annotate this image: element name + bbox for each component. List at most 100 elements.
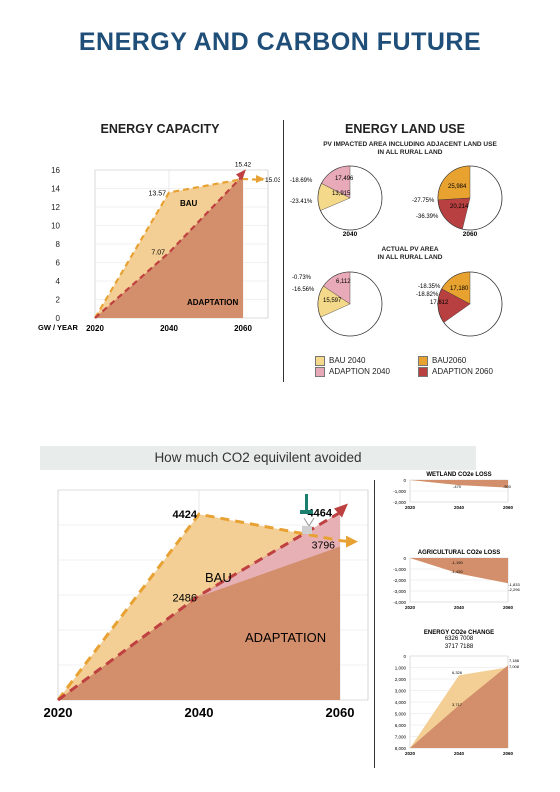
data-label: 15.03	[265, 177, 280, 184]
y-axis-label: GW / YEAR	[38, 323, 78, 332]
data-label: 7.07	[151, 250, 165, 257]
data-label: 4464	[308, 508, 333, 520]
page-title: ENERGY AND CARBON FUTURE	[78, 28, 482, 56]
data-label: 7,188	[509, 658, 520, 663]
y-tick-label: -4,000	[393, 600, 406, 605]
pie-slice	[437, 165, 471, 201]
y-tick-label: 2,000	[395, 677, 407, 682]
y-tick-label: 6	[56, 259, 61, 268]
y-tick-label: 2	[56, 296, 61, 305]
plant-icon-part	[300, 510, 313, 514]
x-tick-label: 2060	[503, 751, 514, 756]
x-tick-label: 2040	[160, 324, 178, 333]
pie-data-label: -18.82%	[416, 292, 439, 298]
y-tick-label: 3,000	[395, 689, 407, 694]
series-label: ADAPTATION	[187, 298, 238, 307]
pie-slice	[317, 285, 351, 318]
pv-actual-subtitle: ACTUAL PV AREA IN ALL RURAL LAND	[377, 246, 443, 261]
bau-arrowhead	[256, 174, 265, 183]
small-chart-title: AGRICULTURAL CO2e LOSS	[418, 550, 500, 556]
y-tick-label: 4	[56, 277, 61, 286]
land-use-pies: 17,496 13,915 -18.69% -23.41% 25,984 20,214 -2…	[290, 165, 503, 337]
section-divider	[374, 480, 375, 768]
pie-legend: BAU2060 ADAPTION 2060	[418, 355, 493, 377]
x-tick-label: 2020	[405, 605, 416, 610]
small-chart-subtitle: 6326 7008	[445, 636, 474, 642]
y-tick-label: 12	[51, 203, 60, 212]
data-label: -1,190	[451, 560, 463, 565]
legend-item: BAU 2040	[315, 355, 390, 366]
y-tick-label: 8	[56, 240, 61, 249]
data-label: 6,326	[452, 670, 463, 675]
pie-legend: BAU 2040 ADAPTION 2040	[315, 355, 390, 377]
data-label: 13.57	[148, 190, 166, 197]
energy-capacity-chart: 0 2 4 6 8 10 12 14 16 13.57 7.07 15.42 15.03 BAU ADAPT…	[38, 161, 280, 333]
adaptation-arrowhead	[236, 169, 246, 181]
energy-capacity-heading: ENERGY CAPACITY	[100, 122, 220, 136]
pie-year-label: 2060	[463, 231, 478, 238]
x-tick-label: 2020	[86, 324, 104, 333]
small-chart-title: ENERGY CO2e CHANGE	[424, 630, 494, 636]
y-tick-label: 0	[403, 556, 406, 561]
adaptation-area	[410, 558, 508, 584]
x-tick-label: 2020	[405, 505, 416, 510]
y-tick-label: 8,000	[395, 746, 407, 751]
adaptation-area	[95, 175, 243, 318]
legend-swatch	[418, 355, 428, 366]
x-tick-label: 2020	[44, 705, 73, 720]
bau-line	[56, 512, 351, 701]
x-tick-label: 2060	[503, 605, 514, 610]
legend-label: BAU2060	[432, 356, 467, 365]
series-label: ADAPTATION	[245, 630, 326, 645]
data-label: 4424	[173, 509, 198, 521]
x-tick-label: 2060	[503, 505, 514, 510]
pie-data-label: -0.73%	[292, 275, 312, 281]
legend-swatch	[315, 366, 325, 377]
data-label: 3796	[312, 540, 336, 552]
pie-data-label: 25,984	[448, 184, 467, 190]
plant-icon	[300, 494, 315, 534]
pie-slice	[317, 183, 351, 211]
data-label: 2486	[173, 593, 197, 605]
legend-item: ADAPTION 2040	[315, 366, 390, 377]
legend-item: BAU2060	[418, 355, 493, 366]
section-divider	[283, 120, 284, 382]
y-tick-label: -2,000	[393, 578, 406, 583]
y-tick-label: 5,000	[395, 712, 407, 717]
pie-year-label: 2040	[343, 231, 358, 238]
pie-slice	[437, 197, 471, 230]
co2-banner-text: How much CO2 equivilent avoided	[154, 450, 362, 465]
y-tick-label: 4,000	[395, 700, 407, 705]
pie-data-label: 17,612	[430, 300, 449, 306]
legend-label: ADAPTION 2060	[432, 367, 493, 376]
x-tick-label: 2020	[405, 751, 416, 756]
data-label: -1,833	[508, 582, 520, 587]
y-tick-label: -3,000	[393, 589, 406, 594]
data-label: 7,008	[509, 664, 520, 669]
y-tick-label: -2,000	[393, 500, 406, 505]
data-label: -500	[503, 484, 512, 489]
co2-banner: How much CO2 equivilent avoided	[40, 446, 476, 470]
y-tick-label: -1,000	[393, 567, 406, 572]
y-tick-label: 1,000	[395, 666, 407, 671]
pv-impacted-subtitle: PV IMPACTED AREA INCLUDING ADJACENT LAND…	[323, 141, 497, 156]
bau-line	[94, 177, 264, 319]
x-tick-label: 2040	[454, 505, 465, 510]
legend-item: ADAPTION 2060	[418, 366, 493, 377]
pie-data-label: -18.69%	[290, 178, 313, 184]
y-tick-label: 6,000	[395, 723, 407, 728]
y-tick-label: 16	[51, 166, 60, 175]
series-label: BAU	[180, 199, 198, 208]
data-label: -2,296	[508, 587, 520, 592]
series-label: BAU	[205, 570, 232, 585]
bau-arrowhead	[346, 535, 358, 548]
x-tick-label: 2060	[326, 705, 355, 720]
pie-data-label: 13,915	[332, 191, 351, 197]
plant-icon-part	[302, 526, 312, 534]
data-label: -1,420	[451, 569, 463, 574]
adaptation-area	[410, 665, 508, 748]
y-tick-label: 7,000	[395, 735, 407, 740]
land-use-heading: ENERGY LAND USE	[345, 122, 465, 136]
pie-data-label: 6,112	[336, 279, 351, 285]
